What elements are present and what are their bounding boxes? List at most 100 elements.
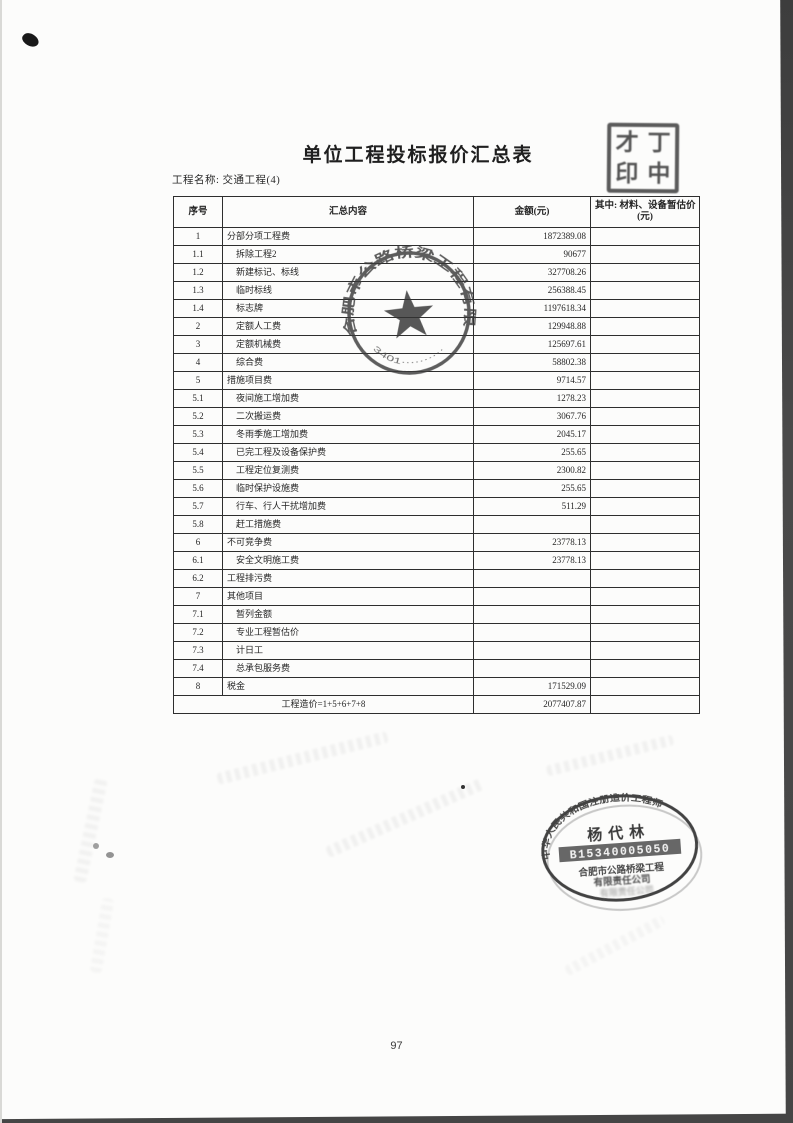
cell-estimate [590, 353, 700, 372]
page-number: 97 [390, 1040, 403, 1052]
cell-content: 二次搬运费 [222, 407, 474, 426]
cell-no: 5.7 [173, 497, 223, 516]
cell-amount: 511.29 [473, 497, 591, 516]
cell-no: 6.1 [173, 551, 223, 570]
cell-estimate [590, 587, 700, 606]
cell-content: 其他项目 [222, 587, 474, 606]
cell-estimate [590, 479, 700, 498]
cell-amount [473, 569, 591, 588]
cell-amount: 58802.38 [473, 353, 591, 372]
cell-no: 3 [173, 335, 223, 354]
cell-content: 计日工 [222, 641, 474, 660]
cell-amount: 1872389.08 [473, 227, 591, 246]
cell-amount: 125697.61 [473, 335, 591, 354]
table-row: 6.2 工程排污费 [173, 569, 700, 588]
cell-amount: 129948.88 [473, 317, 591, 336]
cell-estimate [590, 425, 700, 444]
cell-amount: 2300.82 [473, 461, 591, 480]
print-stamp-char: 中 [647, 160, 671, 187]
cell-amount [473, 641, 591, 660]
cell-amount: 1197618.34 [473, 299, 591, 318]
header-estimate-line2: (元) [637, 212, 653, 222]
table-row: 1 分部分项工程费 1872389.08 [173, 227, 700, 246]
cell-estimate [590, 227, 700, 246]
total-amount: 2077407.87 [473, 695, 591, 714]
table-row: 5.7 行车、行人干扰增加费 511.29 [173, 497, 700, 516]
oval-stamp-company-line1: 合肥市公路桥梁工程 [578, 861, 665, 879]
oval-stamp-border [541, 794, 699, 902]
bleed-through-streak [324, 777, 486, 859]
cell-content: 不可竞争费 [222, 533, 474, 552]
print-stamp-char: 丁 [647, 129, 671, 156]
table-row: 8 税金 171529.09 [173, 677, 700, 696]
cell-content: 工程定位复测费 [222, 461, 474, 480]
table-header: 序号 汇总内容 金额(元) 其中: 材料、设备暂估价 (元) [173, 196, 700, 228]
cell-amount: 23778.13 [473, 533, 591, 552]
table-row: 6.1 安全文明施工费 23778.13 [173, 551, 700, 570]
total-label: 工程造价=1+5+6+7+8 [173, 695, 474, 714]
scan-speck [461, 785, 465, 789]
print-stamp-char: 印 [615, 159, 639, 186]
bleed-through-streak [73, 777, 108, 884]
star-icon [383, 290, 434, 339]
table-row: 5.1 夜间施工增加费 1278.23 [173, 389, 700, 408]
cell-amount [473, 659, 591, 678]
cell-estimate [590, 641, 700, 660]
table-row: 5.3 冬雨季施工增加费 2045.17 [173, 425, 700, 444]
scan-edge-right [780, 0, 793, 1123]
table-row: 5.6 临时保护设施费 255.65 [173, 479, 700, 498]
bleed-through-streak [216, 731, 389, 785]
bleed-through-streak [563, 914, 667, 977]
total-row: 工程造价=1+5+6+7+8 2077407.87 [173, 695, 700, 714]
round-stamp-border [347, 251, 471, 375]
cell-content: 安全文明施工费 [222, 551, 474, 570]
cell-no: 5.4 [173, 443, 223, 462]
cell-estimate [590, 281, 700, 300]
company-round-stamp: 合肥市公路桥梁工程有限责任公司 3401·········· [327, 231, 481, 375]
cost-engineer-oval-stamp: 中华人民共和国注册造价工程师 杨代林 B15340005050 合肥市公路桥梁工… [536, 789, 703, 911]
cell-amount: 256388.45 [473, 281, 591, 300]
header-content: 汇总内容 [222, 196, 474, 228]
cell-no: 1.1 [173, 245, 223, 264]
cell-estimate [590, 389, 700, 408]
cell-no: 7.3 [173, 641, 223, 660]
cell-no: 4 [173, 353, 223, 372]
project-name-label: 工程名称: 交通工程(4) [172, 175, 281, 186]
cell-estimate [590, 605, 700, 624]
cell-no: 5.5 [173, 461, 223, 480]
cell-content: 专业工程暂估价 [222, 623, 474, 642]
cell-estimate [590, 317, 700, 336]
header-estimate-line1: 其中: 材料、设备暂估价 [595, 201, 696, 212]
cell-amount: 1278.23 [473, 389, 591, 408]
table-row: 7 其他项目 [173, 587, 700, 606]
cell-estimate [590, 245, 700, 264]
cell-no: 6 [173, 533, 223, 552]
cell-estimate [590, 677, 700, 696]
table-row: 5.5 工程定位复测费 2300.82 [173, 461, 700, 480]
cell-content: 临时保护设施费 [222, 479, 474, 498]
cell-amount [473, 515, 591, 534]
cell-amount: 171529.09 [473, 677, 591, 696]
cell-amount: 2045.17 [473, 425, 591, 444]
cell-amount [473, 587, 591, 606]
cell-estimate [590, 299, 700, 318]
cell-estimate [590, 551, 700, 570]
oval-stamp-name: 杨代林 [587, 822, 651, 844]
oval-stamp-number-band [558, 838, 682, 863]
cell-no: 5.3 [173, 425, 223, 444]
cell-estimate [590, 569, 700, 588]
scan-speck [93, 843, 99, 849]
summary-table-body: 1 分部分项工程费 1872389.08 1.1 拆除工程2 90677 1.2 新建标记、标… [173, 227, 700, 696]
cell-content: 行车、行人干扰增加费 [222, 497, 474, 516]
cell-estimate [590, 407, 700, 426]
oval-stamp-ghost-line: 有限责任公司 [599, 884, 654, 899]
cell-amount: 3067.76 [473, 407, 591, 426]
cell-no: 5.1 [173, 389, 223, 408]
table-row: 2 定额人工费 129948.88 [173, 317, 700, 336]
print-mark-stamp: 才 丁 印 中 [606, 122, 680, 194]
cell-no: 1.2 [173, 263, 223, 282]
cell-estimate [590, 497, 700, 516]
cell-amount [473, 605, 591, 624]
cell-content: 总承包服务费 [222, 659, 474, 678]
cell-no: 7.1 [173, 605, 223, 624]
